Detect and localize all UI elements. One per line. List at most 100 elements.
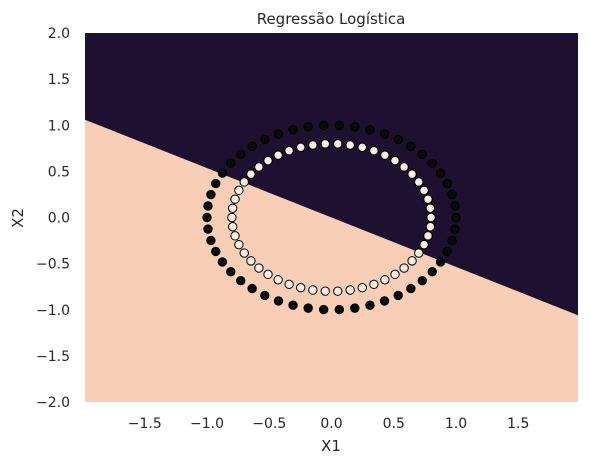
- outer-point: [365, 125, 375, 135]
- outer-point: [288, 125, 298, 135]
- inner-point: [357, 142, 367, 153]
- points-layer: [202, 120, 461, 315]
- inner-point: [246, 169, 256, 179]
- outer-point: [393, 134, 403, 145]
- inner-point: [414, 248, 424, 258]
- inner-point: [320, 286, 330, 296]
- inner-point: [390, 155, 400, 166]
- inner-point: [345, 140, 355, 150]
- outer-point: [318, 120, 329, 131]
- inner-point: [357, 282, 367, 293]
- outer-point: [236, 149, 246, 160]
- inner-point: [426, 212, 436, 223]
- inner-point: [423, 231, 433, 241]
- outer-point: [406, 283, 416, 294]
- y-tick-label: −0.5: [36, 257, 70, 273]
- x-tick-label: −1.0: [190, 416, 224, 432]
- inner-point: [414, 177, 424, 187]
- inner-point: [254, 263, 264, 273]
- outer-point: [379, 129, 390, 139]
- outer-point: [427, 158, 437, 168]
- inner-point: [273, 150, 283, 160]
- outer-point: [260, 134, 270, 145]
- outer-point: [442, 178, 452, 189]
- outer-point: [217, 257, 228, 267]
- inner-point: [369, 146, 379, 156]
- outer-point: [273, 129, 284, 139]
- inner-point: [407, 169, 417, 179]
- outer-point: [442, 246, 452, 257]
- outer-point: [435, 168, 446, 178]
- inner-point: [246, 256, 256, 266]
- plot-area: [85, 33, 578, 402]
- y-tick-label: 0.5: [48, 164, 70, 180]
- inner-point: [239, 177, 249, 187]
- inner-point: [284, 146, 294, 156]
- inner-point: [419, 185, 429, 196]
- inner-point: [333, 139, 343, 149]
- outer-point: [202, 212, 212, 223]
- inner-point: [296, 282, 306, 293]
- outer-point: [236, 275, 246, 286]
- outer-point: [211, 246, 221, 257]
- inner-point: [227, 203, 238, 213]
- y-tick-label: 0.0: [48, 211, 70, 227]
- inner-point: [425, 203, 436, 213]
- inner-point: [390, 269, 400, 280]
- inner-point: [308, 140, 318, 150]
- outer-point: [273, 296, 284, 306]
- outer-point: [417, 149, 427, 160]
- x-tick-label: −0.5: [252, 416, 286, 432]
- y-tick-label: 2.0: [48, 26, 70, 42]
- x-tick-label: 0.5: [383, 416, 405, 432]
- x-tick-label: 0.0: [320, 416, 342, 432]
- outer-point: [417, 275, 427, 286]
- x-tick-label: 1.5: [507, 416, 529, 432]
- inner-point: [380, 150, 390, 160]
- y-tick-label: 1.0: [48, 118, 70, 134]
- inner-point: [320, 139, 330, 149]
- outer-point: [365, 300, 375, 310]
- outer-point: [450, 201, 460, 211]
- y-tick-label: −1.5: [36, 349, 70, 365]
- inner-point: [254, 162, 264, 172]
- outer-point: [206, 235, 216, 246]
- inner-point: [425, 222, 436, 232]
- outer-point: [379, 296, 390, 306]
- outer-point: [447, 189, 457, 200]
- outer-point: [435, 257, 446, 267]
- outer-point: [206, 189, 216, 200]
- outer-point: [226, 158, 236, 168]
- inner-point: [333, 286, 343, 296]
- outer-point: [350, 122, 360, 132]
- outer-point: [247, 283, 257, 294]
- inner-point: [419, 239, 429, 250]
- inner-point: [380, 275, 390, 285]
- y-tick-label: −2.0: [36, 395, 70, 411]
- inner-point: [230, 194, 240, 204]
- y-axis-label: X2: [9, 208, 27, 228]
- outer-point: [450, 224, 460, 234]
- outer-point: [447, 235, 457, 246]
- inner-point: [308, 285, 318, 295]
- outer-point: [427, 267, 437, 277]
- inner-point: [227, 222, 238, 232]
- ticks-layer: −1.5 −1.0 −0.5 0.0 0.5 1.0 1.5 2.0 1.5 1.0 0.5 0.0 −…: [36, 26, 529, 432]
- x-axis-label: X1: [321, 437, 341, 455]
- outer-point: [303, 303, 313, 313]
- inner-point: [230, 231, 240, 241]
- outer-point: [303, 122, 313, 132]
- x-tick-label: −1.5: [128, 416, 162, 432]
- outer-point: [406, 141, 416, 152]
- x-tick-label: 1.0: [445, 416, 467, 432]
- inner-point: [345, 285, 355, 295]
- outer-point: [247, 141, 257, 152]
- outer-point: [260, 290, 270, 301]
- inner-point: [399, 263, 409, 273]
- chart-title: Regressão Logística: [257, 10, 406, 28]
- region-class-0: [85, 33, 578, 316]
- inner-point: [273, 275, 283, 285]
- inner-point: [234, 185, 244, 196]
